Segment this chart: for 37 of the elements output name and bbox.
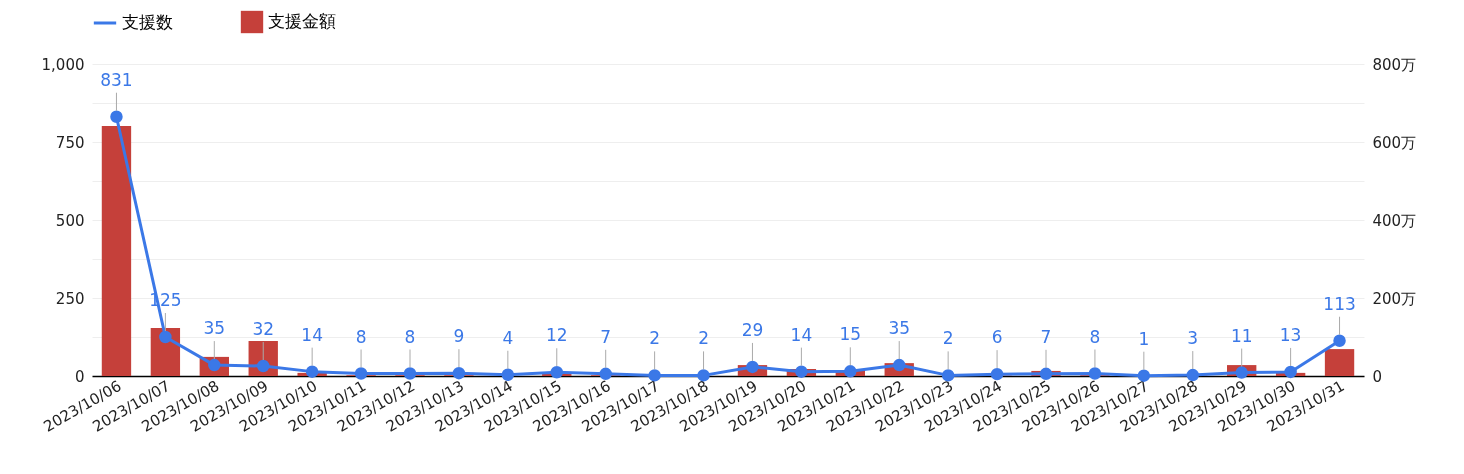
y2-tick-label: 0 bbox=[1372, 367, 1383, 386]
data-label: 2 bbox=[649, 328, 661, 349]
data-label: 9 bbox=[453, 326, 465, 347]
data-label: 831 bbox=[100, 69, 133, 90]
data-label: 32 bbox=[252, 319, 275, 340]
data-label: 7 bbox=[1040, 326, 1052, 347]
data-label: 4 bbox=[502, 327, 514, 348]
legend-label: 支援数 bbox=[122, 12, 173, 32]
data-label: 1 bbox=[1138, 328, 1150, 349]
data-label: 13 bbox=[1279, 324, 1302, 345]
y-tick-label: 250 bbox=[55, 289, 85, 308]
data-label: 2 bbox=[698, 328, 709, 349]
data-label: 29 bbox=[741, 319, 764, 340]
y-tick-label: 750 bbox=[55, 133, 85, 152]
y2-tick-label: 200万 bbox=[1372, 289, 1417, 308]
data-label: 8 bbox=[1089, 326, 1101, 347]
data-label: 11 bbox=[1230, 325, 1253, 346]
data-label: 8 bbox=[355, 326, 367, 347]
y2-tick-label: 600万 bbox=[1372, 133, 1417, 152]
data-label: 7 bbox=[600, 326, 612, 347]
data-label: 35 bbox=[203, 318, 226, 339]
legend-label: 支援金額 bbox=[268, 11, 336, 31]
y-tick-label: 500 bbox=[55, 211, 85, 230]
data-label: 14 bbox=[790, 324, 813, 345]
data-label: 113 bbox=[1323, 293, 1356, 314]
data-label: 6 bbox=[991, 327, 1003, 348]
data-label: 2 bbox=[942, 328, 954, 349]
data-label: 35 bbox=[888, 318, 911, 339]
y2-tick-label: 800万 bbox=[1372, 55, 1417, 74]
y2-tick-label: 400万 bbox=[1372, 211, 1417, 230]
data-label: 8 bbox=[404, 326, 416, 347]
data-label: 12 bbox=[545, 325, 568, 346]
data-label: 15 bbox=[839, 324, 862, 345]
data-label: 3 bbox=[1187, 328, 1199, 349]
y-tick-label: 0 bbox=[74, 367, 85, 386]
text: 1,000 bbox=[41, 55, 85, 74]
data-label: 14 bbox=[301, 324, 323, 345]
